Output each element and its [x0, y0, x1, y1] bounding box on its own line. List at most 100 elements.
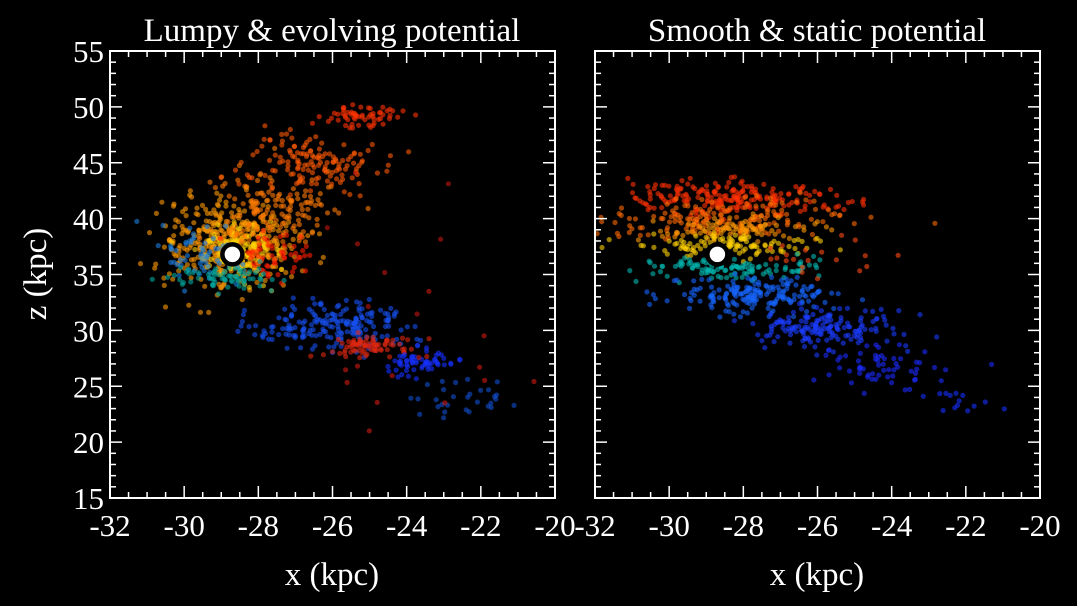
- star-particle: [253, 198, 259, 204]
- star-particle: [769, 326, 775, 332]
- star-particle: [376, 110, 383, 116]
- star-particle: [635, 237, 642, 243]
- star-particle: [880, 361, 886, 367]
- star-particle: [954, 402, 961, 408]
- star-particle: [404, 363, 410, 370]
- star-particle: [896, 342, 903, 348]
- star-particle: [177, 265, 184, 271]
- star-particle: [250, 204, 256, 210]
- star-particle: [415, 396, 421, 402]
- star-particle: [758, 213, 764, 219]
- star-particle: [207, 229, 213, 235]
- star-particle: [187, 192, 193, 198]
- star-particle: [338, 311, 344, 318]
- star-particle: [815, 289, 821, 295]
- star-particle: [337, 350, 343, 356]
- star-particle: [270, 192, 276, 198]
- star-particle: [772, 192, 779, 198]
- star-particle: [301, 333, 307, 339]
- star-particle: [195, 212, 201, 218]
- star-particle: [731, 311, 737, 317]
- star-particle: [368, 310, 374, 316]
- star-particle: [413, 112, 419, 118]
- star-particle: [837, 365, 843, 371]
- star-particle: [344, 379, 350, 386]
- star-particle: [873, 325, 879, 331]
- star-particle: [668, 214, 674, 220]
- star-particle: [357, 355, 363, 361]
- star-particle: [304, 151, 310, 157]
- star-particle: [155, 243, 161, 249]
- star-particle: [731, 290, 737, 296]
- star-particle: [426, 361, 432, 367]
- star-particle: [895, 364, 901, 370]
- star-particle: [349, 339, 355, 345]
- star-particle: [729, 188, 735, 194]
- x-tick-label: -26: [312, 508, 353, 543]
- star-particle: [482, 377, 488, 383]
- star-particle: [855, 358, 862, 364]
- star-particle: [280, 326, 286, 332]
- star-particle: [647, 196, 653, 202]
- star-particle: [718, 212, 725, 218]
- star-particle: [672, 263, 679, 269]
- star-particle: [370, 110, 376, 117]
- star-particle: [259, 143, 265, 149]
- star-particle: [211, 223, 217, 229]
- star-particle: [241, 307, 247, 313]
- star-particle: [214, 201, 220, 208]
- star-particle: [862, 326, 868, 332]
- star-particle: [328, 335, 334, 341]
- star-particle: [781, 294, 787, 300]
- star-particle: [280, 239, 286, 245]
- star-particle: [298, 234, 304, 240]
- star-particle: [772, 231, 778, 237]
- star-particle: [283, 317, 290, 323]
- star-particle: [682, 202, 688, 209]
- star-particle: [281, 277, 287, 283]
- star-particle: [257, 207, 264, 213]
- star-particle: [318, 202, 324, 208]
- star-particle: [300, 175, 306, 181]
- star-particle: [806, 262, 813, 268]
- star-particle: [797, 208, 804, 214]
- star-particle: [775, 284, 781, 290]
- star-particle: [405, 337, 411, 343]
- panel-title-lumpy: Lumpy & evolving potential: [144, 13, 521, 49]
- star-particle: [408, 346, 414, 352]
- star-particle: [691, 221, 697, 228]
- star-particle: [829, 290, 835, 296]
- star-particle: [335, 336, 341, 343]
- star-particle: [767, 312, 774, 318]
- star-particle: [790, 256, 797, 262]
- star-particle: [391, 313, 397, 319]
- star-particle: [277, 154, 283, 160]
- star-particle: [279, 131, 285, 137]
- star-particle: [802, 313, 808, 320]
- star-particle: [715, 183, 721, 190]
- star-particle: [773, 262, 780, 269]
- star-particle: [414, 311, 420, 317]
- star-particle: [861, 202, 867, 208]
- star-particle: [366, 428, 372, 434]
- star-particle: [382, 342, 388, 348]
- star-particle: [348, 349, 354, 355]
- star-particle: [173, 217, 179, 223]
- star-particle: [203, 218, 209, 224]
- star-particle: [704, 183, 710, 189]
- star-particle: [365, 205, 371, 212]
- star-particle: [626, 229, 632, 236]
- star-particle: [168, 259, 174, 265]
- star-particle: [226, 265, 232, 271]
- star-particle: [681, 291, 688, 298]
- star-particle: [382, 323, 389, 330]
- star-particle: [185, 229, 191, 235]
- star-particle: [745, 183, 751, 190]
- star-particle: [390, 337, 396, 343]
- star-particle: [294, 150, 301, 156]
- star-particle: [883, 322, 889, 328]
- star-particle: [439, 378, 445, 384]
- star-particle: [646, 258, 652, 264]
- star-particle: [943, 390, 949, 396]
- star-particle: [343, 122, 349, 129]
